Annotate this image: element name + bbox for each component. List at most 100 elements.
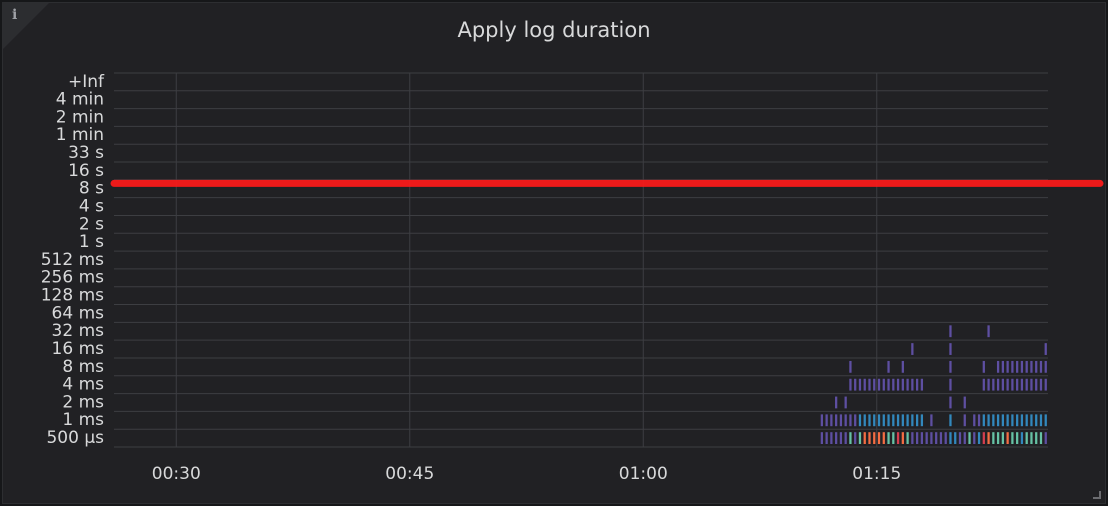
- heatmap-cell: [1016, 378, 1019, 391]
- heatmap-cell: [839, 432, 843, 444]
- heatmap-cell: [820, 414, 823, 427]
- heatmap-cell: [849, 432, 852, 444]
- y-tick-label: 64 ms: [52, 303, 105, 323]
- y-tick-label: 4 ms: [62, 375, 104, 395]
- heatmap-cell: [825, 414, 828, 427]
- y-tick-label: 8 ms: [62, 357, 104, 377]
- heatmap-cell: [849, 414, 852, 427]
- heatmap-cell: [868, 378, 871, 391]
- y-tick-label: 16 ms: [52, 339, 105, 359]
- panel-title[interactable]: Apply log duration: [457, 18, 651, 42]
- heatmap-cell: [949, 396, 952, 409]
- heatmap-cell: [849, 378, 852, 391]
- heatmap-cell: [906, 432, 909, 444]
- heatmap-cell: [963, 432, 966, 444]
- heatmap-cell: [1035, 378, 1038, 391]
- heatmap-cell: [882, 432, 885, 444]
- heatmap-cell: [868, 432, 871, 444]
- x-tick-label: 01:15: [852, 464, 901, 484]
- heatmap-cell: [906, 378, 909, 391]
- panel-info-corner[interactable]: [3, 3, 49, 49]
- x-tick-label: 00:45: [385, 464, 434, 484]
- heatmap-cell: [892, 414, 895, 427]
- heatmap-cell: [1020, 432, 1024, 444]
- heatmap-cell: [992, 414, 995, 427]
- heatmap-cell: [1039, 360, 1043, 373]
- heatmap-cell: [925, 432, 928, 444]
- y-tick-label: +Inf: [68, 72, 105, 92]
- heatmap-cell: [920, 432, 924, 444]
- heatmap-cell: [987, 414, 990, 427]
- heatmap-cell: [830, 414, 833, 427]
- heatmap-cell: [996, 378, 1000, 391]
- heatmap-cell: [887, 432, 890, 444]
- heatmap-cell: [982, 414, 985, 427]
- heatmap-cell: [820, 432, 823, 444]
- heatmap-cell: [858, 432, 862, 444]
- heatmap-cell: [1044, 360, 1047, 373]
- resize-handle-icon[interactable]: [1093, 491, 1101, 499]
- heatmap-cell: [963, 414, 966, 427]
- heatmap-cell: [1044, 343, 1047, 355]
- heatmap-cell: [1006, 360, 1009, 373]
- heatmap-cell: [877, 432, 881, 444]
- heatmap-cell: [1020, 414, 1024, 427]
- heatmap-cell: [1030, 432, 1033, 444]
- heatmap-cell: [877, 414, 881, 427]
- heatmap-cell: [844, 432, 847, 444]
- heatmap-cell: [1001, 432, 1004, 444]
- heatmap-cell: [1016, 432, 1019, 444]
- heatmap-cell: [849, 360, 852, 373]
- heatmap-cell: [896, 378, 900, 391]
- info-icon[interactable]: i: [12, 7, 18, 23]
- heatmap-cell: [1001, 360, 1004, 373]
- y-tick-label: 1 s: [79, 232, 104, 252]
- y-tick-label: 2 min: [56, 107, 104, 127]
- heatmap-cell: [1030, 414, 1033, 427]
- heatmap-cell: [882, 414, 885, 427]
- heatmap-cell: [915, 432, 919, 444]
- heatmap-cell: [873, 432, 876, 444]
- heatmap-cell: [1006, 432, 1009, 444]
- heatmap-cell: [911, 432, 914, 444]
- heatmap-cell: [854, 378, 857, 391]
- heatmap-cell: [901, 360, 904, 373]
- heatmap-cell: [954, 432, 957, 444]
- heatmap-cell: [992, 378, 995, 391]
- heatmap-cell: [949, 360, 952, 373]
- heatmap-cell: [830, 432, 833, 444]
- heatmap-cell: [887, 414, 890, 427]
- heatmap-cell: [1011, 414, 1014, 427]
- heatmap-cell: [987, 432, 990, 444]
- heatmap-cell: [906, 414, 909, 427]
- heatmap-cell: [982, 378, 985, 391]
- heatmap-cell: [939, 432, 943, 444]
- heatmap-cell: [863, 378, 866, 391]
- heatmap-cell: [1044, 378, 1047, 391]
- y-tick-label: 32 ms: [52, 321, 105, 341]
- heatmap-cell: [1011, 360, 1014, 373]
- heatmap-cell: [887, 378, 890, 391]
- heatmap-cell: [901, 432, 904, 444]
- heatmap-cell: [825, 432, 828, 444]
- heatmap-cell: [1001, 414, 1004, 427]
- heatmap-cell: [858, 378, 862, 391]
- heatmap-cell: [949, 414, 952, 427]
- heatmap-cell: [949, 325, 952, 338]
- heatmap-cell: [1039, 432, 1043, 444]
- heatmap-cell: [1001, 378, 1004, 391]
- heatmap-cell: [996, 360, 1000, 373]
- heatmap-cell: [920, 414, 924, 427]
- heatmap-cell: [858, 414, 862, 427]
- heatmap-cell: [896, 432, 900, 444]
- heatmap-cell: [854, 414, 857, 427]
- heatmap-cell: [1006, 414, 1009, 427]
- y-tick-label: 16 s: [68, 161, 104, 181]
- heatmap-cell: [1025, 360, 1028, 373]
- heatmap-cell: [996, 414, 1000, 427]
- heatmap-cell: [1044, 414, 1047, 427]
- heatmap-cell: [1035, 432, 1038, 444]
- heatmap-cell: [877, 378, 881, 391]
- heatmap-cell: [882, 378, 885, 391]
